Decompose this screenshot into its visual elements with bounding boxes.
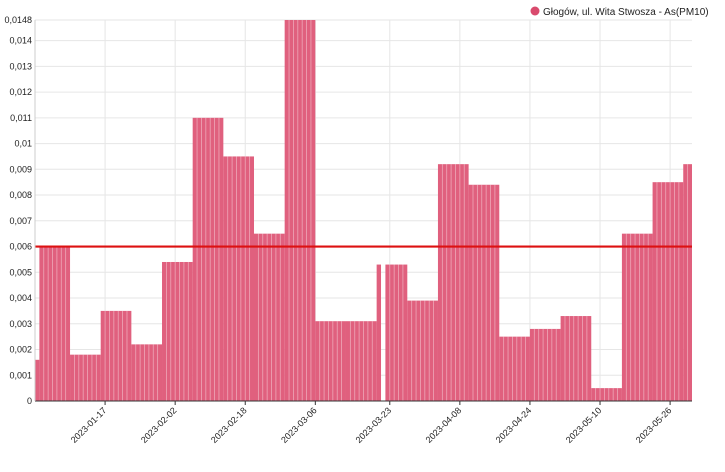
bar[interactable] (621, 233, 653, 401)
x-tick-label: 2023-03-06 (279, 405, 319, 445)
bar[interactable] (468, 184, 500, 401)
bar[interactable] (100, 310, 132, 401)
bar[interactable] (376, 264, 382, 401)
x-tick-label: 2023-05-10 (564, 405, 604, 445)
legend-label: Głogów, ul. Wita Stwosza - As(PM10) (543, 7, 709, 18)
bar[interactable] (192, 117, 224, 401)
bar[interactable] (254, 233, 285, 401)
x-tick-label: 2023-02-02 (139, 405, 179, 445)
bar[interactable] (437, 164, 469, 401)
y-tick-label: 0,014 (9, 36, 32, 46)
x-tick-labels: 2023-01-17 2023-02-02 2023-02-18 2023-03-06… (69, 401, 674, 445)
bar[interactable] (315, 321, 346, 401)
y-tick-label: 0,008 (9, 190, 32, 200)
y-tick-label: 0,005 (9, 267, 32, 277)
bar[interactable] (407, 300, 438, 401)
bar[interactable] (345, 321, 377, 401)
x-tick-label: 2023-04-08 (424, 405, 464, 445)
y-tick-label: 0,006 (9, 242, 32, 252)
bar[interactable] (529, 328, 561, 401)
y-tick-label: 0,0148 (4, 15, 32, 25)
bar[interactable] (284, 20, 316, 401)
legend-swatch-icon (530, 6, 540, 16)
y-tick-label: 0 (27, 396, 32, 406)
y-tick-label: 0,001 (9, 370, 32, 380)
bar[interactable] (385, 264, 408, 401)
y-tick-label: 0,007 (9, 216, 32, 226)
x-tick-label: 2023-05-26 (634, 405, 674, 445)
bar[interactable] (499, 336, 530, 401)
bar[interactable] (683, 164, 692, 401)
bar[interactable] (223, 156, 254, 401)
x-tick-label: 2023-01-17 (69, 405, 109, 445)
x-tick-label: 2023-02-18 (209, 405, 249, 445)
bar[interactable] (131, 344, 163, 401)
bar[interactable] (39, 246, 71, 401)
y-tick-label: 0,009 (9, 164, 32, 174)
bar[interactable] (591, 388, 622, 401)
y-tick-label: 0,013 (9, 61, 32, 71)
bar[interactable] (35, 359, 40, 401)
y-tick-label: 0,011 (10, 113, 32, 123)
y-tick-label: 0,01 (14, 139, 32, 149)
y-tick-labels: 0 0,001 0,002 0,003 0,004 0,005 0,006 0,007 0,00… (4, 15, 32, 406)
bar[interactable] (560, 316, 592, 401)
bar-series (35, 20, 692, 401)
bar-day-stripes (43, 20, 689, 401)
x-tick-label: 2023-03-23 (354, 405, 394, 445)
y-tick-label: 0,002 (9, 345, 32, 355)
bar[interactable] (162, 261, 193, 401)
y-tick-label: 0,012 (9, 87, 32, 97)
legend[interactable]: Głogów, ul. Wita Stwosza - As(PM10) (530, 6, 709, 19)
x-tick-label: 2023-04-24 (494, 405, 534, 445)
y-tick-label: 0,004 (9, 293, 32, 303)
y-tick-label: 0,003 (9, 319, 32, 329)
bar[interactable] (652, 182, 684, 401)
axes (34, 20, 692, 402)
bar[interactable] (70, 354, 101, 401)
